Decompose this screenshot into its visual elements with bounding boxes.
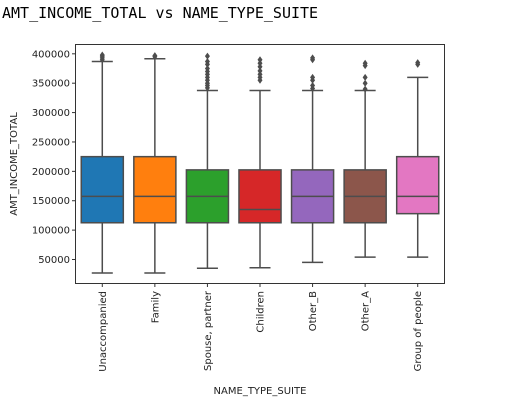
x-axis: Unaccompanied Family Spouse, partner Childr… — [98, 283, 424, 372]
outlier-point — [257, 70, 263, 78]
x-tick-label: Other_A — [361, 291, 372, 331]
outlier-point — [310, 73, 316, 81]
outlier-point — [99, 51, 105, 59]
x-tick-label: Spouse, partner — [203, 290, 214, 371]
outlier-point — [204, 65, 210, 73]
outlier-point — [310, 54, 316, 62]
x-tick-label: Unaccompanied — [98, 291, 109, 372]
outlier-point — [415, 59, 421, 67]
outlier-point — [257, 56, 263, 64]
outlier-point — [257, 59, 263, 67]
y-tick-label: 250000 — [32, 137, 70, 148]
outlier-point — [362, 59, 368, 67]
x-axis-label: NAME_TYPE_SUITE — [214, 386, 307, 397]
outlier-point — [362, 73, 368, 81]
x-tick-label: Family — [150, 291, 161, 323]
box-iqr — [133, 155, 177, 224]
x-tick-label: Group of people — [413, 291, 424, 371]
y-axis-label: AMT_INCOME_TOTAL — [9, 112, 20, 216]
y-tick-label: 100000 — [32, 226, 70, 237]
outlier-point — [204, 57, 210, 65]
outlier-point — [204, 52, 210, 60]
outlier-point — [310, 82, 316, 90]
y-tick-label: 300000 — [32, 108, 70, 119]
box-iqr — [238, 169, 282, 224]
chart-title: AMT_INCOME_TOTAL vs NAME_TYPE_SUITE — [2, 4, 319, 22]
outlier-point — [152, 52, 158, 60]
x-tick-label: Other_B — [308, 291, 319, 331]
y-axis: 50000 100000 150000 200000 250000 300000 35000… — [32, 49, 76, 266]
boxes-layer — [80, 51, 440, 274]
box-iqr — [395, 155, 440, 215]
box-iqr — [80, 155, 125, 224]
y-tick-label: 50000 — [38, 255, 70, 266]
y-tick-label: 400000 — [32, 49, 70, 60]
outlier-point — [362, 79, 368, 87]
outlier-point — [257, 63, 263, 71]
x-tick-label: Children — [256, 291, 267, 333]
outlier-point — [362, 85, 368, 93]
outlier-point — [257, 67, 263, 75]
y-tick-label: 350000 — [32, 79, 70, 90]
y-tick-label: 150000 — [32, 196, 70, 207]
y-tick-label: 200000 — [32, 167, 70, 178]
